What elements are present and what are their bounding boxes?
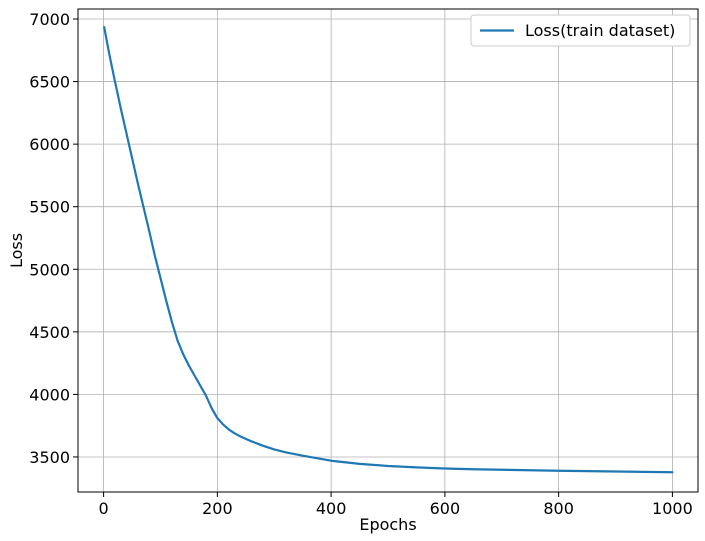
- y-tick-label: 5500: [29, 198, 70, 217]
- plot-frame: [77, 8, 699, 493]
- legend-box: [470, 14, 691, 47]
- x-tick-label: 200: [202, 499, 233, 518]
- x-tick-label: 0: [99, 499, 109, 518]
- y-tick-label: 5000: [29, 260, 70, 279]
- legend: Loss(train dataset): [470, 14, 691, 47]
- y-ticks: 3500 4000 4500 5000 5500 6000 6500 7000: [29, 10, 78, 467]
- x-axis-label: Epochs: [359, 515, 416, 534]
- x-tick-label: 400: [316, 499, 347, 518]
- x-ticks: 0 200 400 600 800 1000: [99, 492, 693, 518]
- y-tick-label: 6500: [29, 73, 70, 92]
- legend-label: Loss(train dataset): [525, 21, 675, 40]
- x-tick-label: 1000: [652, 499, 693, 518]
- y-axis-label: Loss: [7, 233, 26, 268]
- loss-series-line: [103, 26, 674, 474]
- x-tick-label: 800: [543, 499, 574, 518]
- y-tick-label: 4500: [29, 323, 70, 342]
- x-tick-label: 600: [430, 499, 461, 518]
- series-lines: [103, 26, 674, 474]
- y-tick-label: 3500: [29, 448, 70, 467]
- y-tick-label: 6000: [29, 135, 70, 154]
- y-tick-label: 4000: [29, 385, 70, 404]
- y-tick-label: 7000: [29, 10, 70, 29]
